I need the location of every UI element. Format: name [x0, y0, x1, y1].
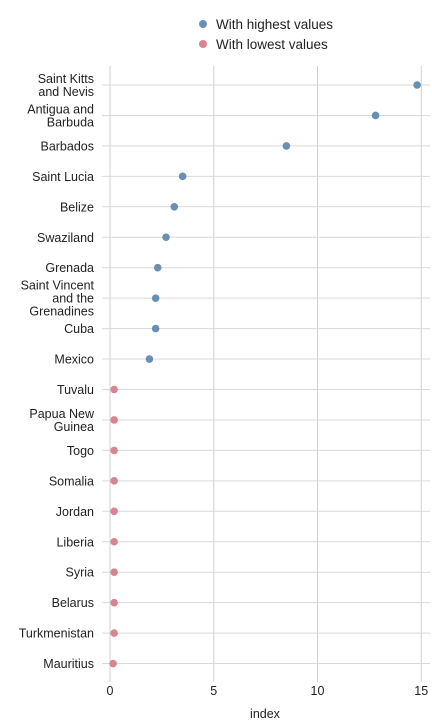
- x-tick-label: 10: [311, 684, 325, 698]
- point-belarus: [110, 598, 118, 607]
- category-label-belarus: Belarus: [52, 596, 94, 610]
- category-label-line: Barbados: [40, 139, 94, 153]
- point-turkmenistan: [110, 629, 118, 637]
- category-label-line: Grenada: [45, 261, 94, 275]
- category-label-line: Liberia: [56, 535, 94, 549]
- category-label-mexico: Mexico: [54, 353, 94, 367]
- category-label-liberia: Liberia: [56, 535, 94, 549]
- legend: With highest values With lowest values: [199, 17, 333, 52]
- category-label-line: Somalia: [49, 474, 94, 488]
- category-label-swaziland: Swaziland: [37, 231, 94, 245]
- category-label-grenada: Grenada: [45, 261, 94, 275]
- point-mexico: [145, 355, 154, 363]
- point-togo: [110, 446, 118, 455]
- category-label-line: Swaziland: [37, 231, 94, 245]
- category-label-antigua-and-barbuda: Antigua and Barbuda: [27, 102, 94, 129]
- legend-marker-with-lowest-values: [199, 40, 207, 48]
- point-swaziland: [162, 233, 170, 242]
- category-label-line: Saint Lucia: [32, 170, 94, 184]
- x-tick-label: 5: [210, 684, 217, 698]
- category-label-mauritius: Mauritius: [43, 657, 94, 671]
- point-antigua-and-barbuda: [371, 111, 380, 120]
- point-jordan: [110, 507, 118, 516]
- category-label-line: Cuba: [64, 322, 94, 336]
- category-label-turkmenistan: Turkmenistan: [19, 627, 94, 641]
- category-label-jordan: Jordan: [56, 505, 94, 519]
- category-label-line: and the: [52, 292, 94, 306]
- x-tick-label: 15: [414, 684, 428, 698]
- point-grenada: [153, 263, 162, 272]
- category-label-line: and Nevis: [38, 85, 94, 99]
- grid-lines: [102, 66, 430, 682]
- category-label-line: Barbuda: [47, 115, 94, 129]
- category-label-line: Syria: [66, 566, 95, 580]
- category-label-line: Turkmenistan: [19, 627, 94, 641]
- category-label-line: Belize: [60, 200, 94, 214]
- x-axis-title: index: [250, 707, 281, 720]
- category-label-line: Antigua and: [27, 102, 94, 116]
- point-saint-lucia: [178, 172, 187, 181]
- category-label-line: Jordan: [56, 505, 94, 519]
- category-label-belize: Belize: [60, 200, 94, 214]
- data-points: [109, 81, 421, 668]
- category-label-barbados: Barbados: [40, 139, 94, 153]
- category-label-saint-vincent-and-the-grenadines: Saint Vincent and the Grenadines: [21, 279, 95, 319]
- point-cuba: [151, 324, 160, 333]
- category-label-papua-new-guinea: Papua New Guinea: [29, 407, 95, 434]
- category-label-cuba: Cuba: [64, 322, 94, 336]
- category-label-line: Togo: [67, 444, 94, 458]
- point-mauritius: [109, 659, 117, 668]
- point-belize: [170, 203, 179, 211]
- category-label-tuvalu: Tuvalu: [57, 383, 94, 397]
- category-label-line: Guinea: [54, 420, 94, 434]
- point-saint-kitts-and-nevis: [413, 81, 421, 89]
- point-tuvalu: [110, 385, 118, 394]
- point-barbados: [282, 142, 291, 150]
- category-label-syria: Syria: [66, 566, 95, 580]
- x-axis-ticks: 0 5 10 15: [107, 684, 429, 698]
- point-syria: [110, 568, 118, 576]
- legend-marker-with-highest-values: [199, 20, 207, 28]
- x-tick-label: 0: [107, 684, 114, 698]
- category-label-saint-lucia: Saint Lucia: [32, 170, 94, 184]
- point-somalia: [110, 477, 118, 485]
- category-label-togo: Togo: [67, 444, 94, 458]
- category-label-line: Papua New: [29, 407, 95, 421]
- category-label-saint-kitts-and-nevis: Saint Kitts and Nevis: [38, 72, 94, 99]
- category-label-line: Mexico: [54, 353, 94, 367]
- category-label-line: Saint Kitts: [38, 72, 94, 86]
- legend-label-with-highest-values: With highest values: [216, 17, 333, 32]
- category-label-line: Grenadines: [29, 305, 94, 319]
- point-saint-vincent-and-the-grenadines: [151, 294, 160, 302]
- point-papua-new-guinea: [110, 416, 118, 424]
- category-label-line: Saint Vincent: [21, 279, 95, 293]
- category-label-line: Belarus: [52, 596, 94, 610]
- category-label-line: Mauritius: [43, 657, 94, 671]
- legend-label-with-lowest-values: With lowest values: [216, 37, 328, 52]
- category-label-line: Tuvalu: [57, 383, 94, 397]
- point-liberia: [110, 537, 118, 546]
- category-label-somalia: Somalia: [49, 474, 94, 488]
